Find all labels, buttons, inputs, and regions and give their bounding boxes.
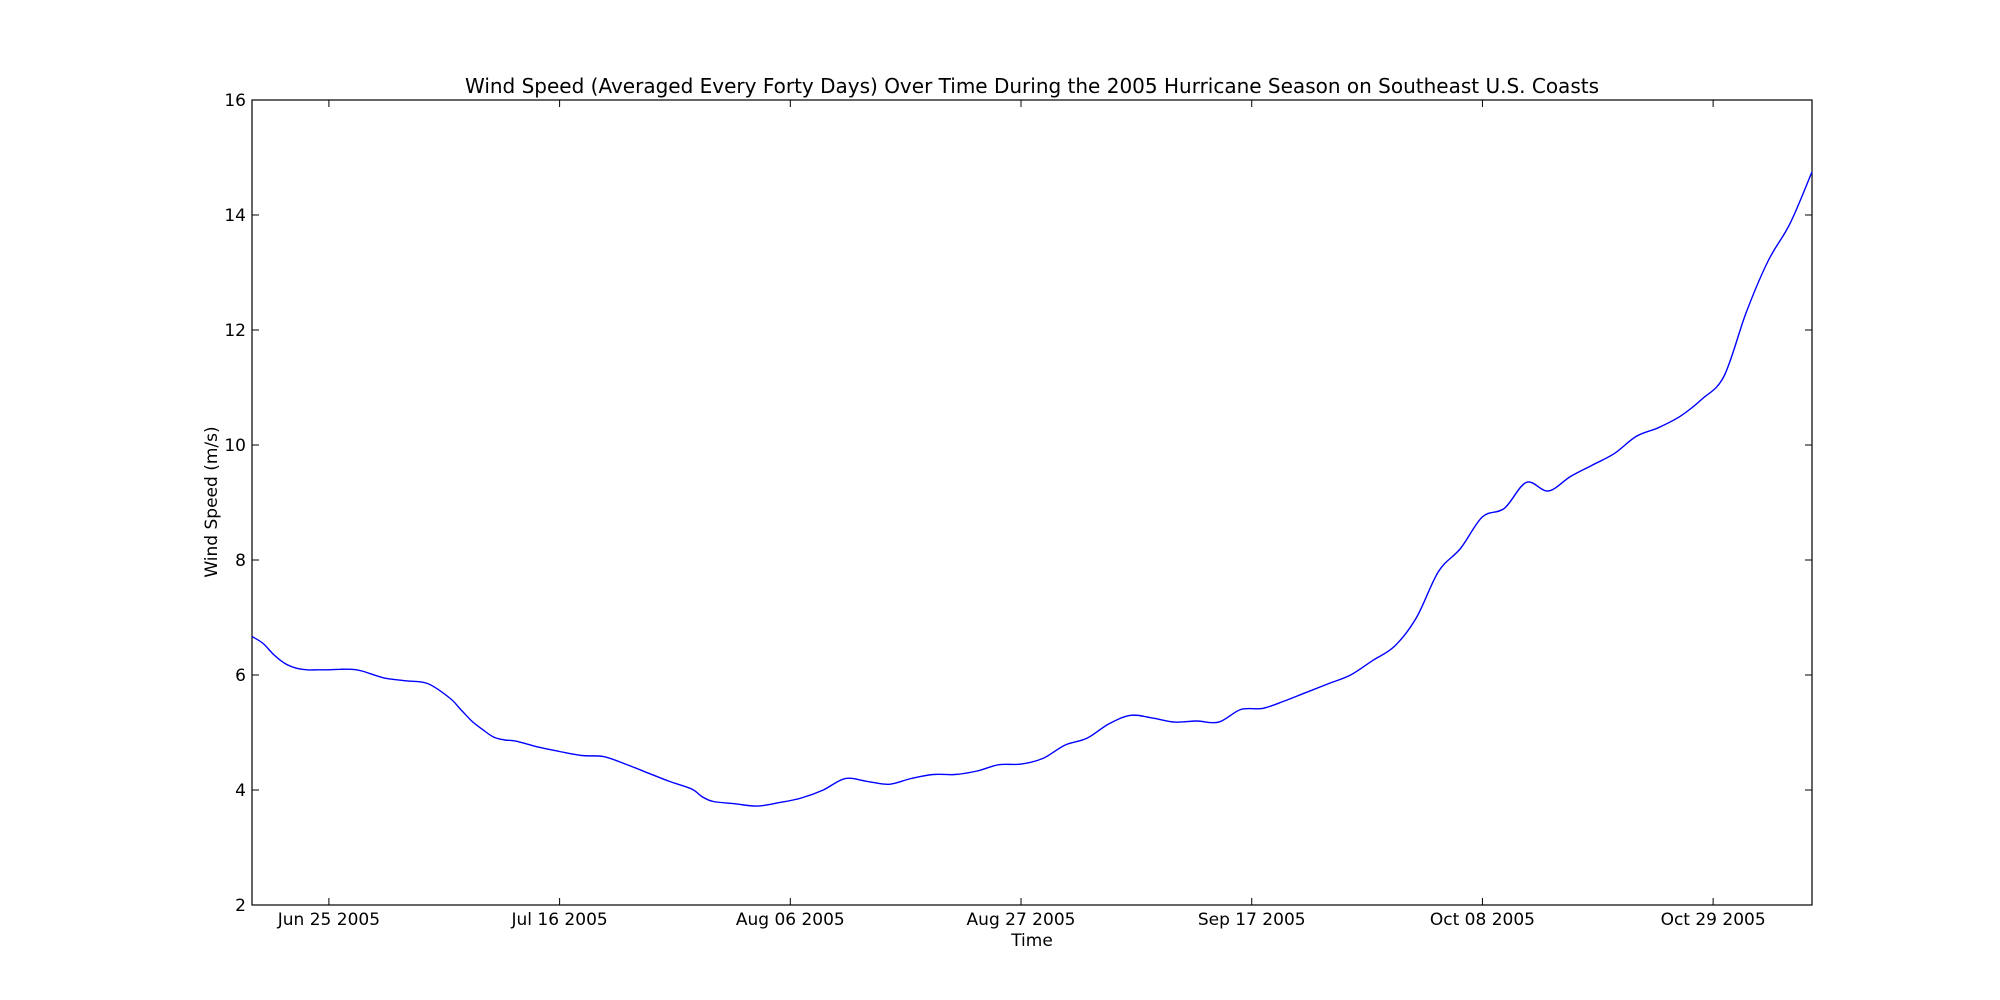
x-tick-label: Oct 29 2005 (1661, 910, 1766, 930)
wind-speed-line (251, 171, 1813, 807)
x-axis-label: Time (1010, 931, 1053, 951)
y-tick-label: 16 (224, 91, 246, 111)
plot-area (251, 99, 1813, 906)
y-tick-label: 14 (224, 206, 246, 226)
y-axis-label: Wind Speed (m/s) (202, 426, 222, 577)
x-tick-label: Jul 16 2005 (510, 910, 607, 930)
chart-title: Wind Speed (Averaged Every Forty Days) O… (465, 74, 1599, 98)
y-tick-label: 8 (235, 551, 246, 571)
y-axis: 2 4 6 8 10 12 14 16 (224, 91, 1812, 916)
x-tick-label: Oct 08 2005 (1430, 910, 1535, 930)
x-tick-label: Sep 17 2005 (1198, 910, 1306, 930)
x-tick-label: Aug 27 2005 (967, 910, 1076, 930)
y-tick-label: 12 (224, 321, 246, 341)
y-tick-label: 6 (235, 666, 246, 686)
y-tick-label: 10 (224, 436, 246, 456)
y-tick-label: 4 (235, 781, 246, 801)
x-tick-label: Jun 25 2005 (277, 910, 380, 930)
x-axis: Jun 25 2005 Jul 16 2005 Aug 06 2005 Aug 27 … (277, 100, 1766, 930)
x-tick-label: Aug 06 2005 (736, 910, 845, 930)
y-tick-label: 2 (235, 896, 246, 916)
